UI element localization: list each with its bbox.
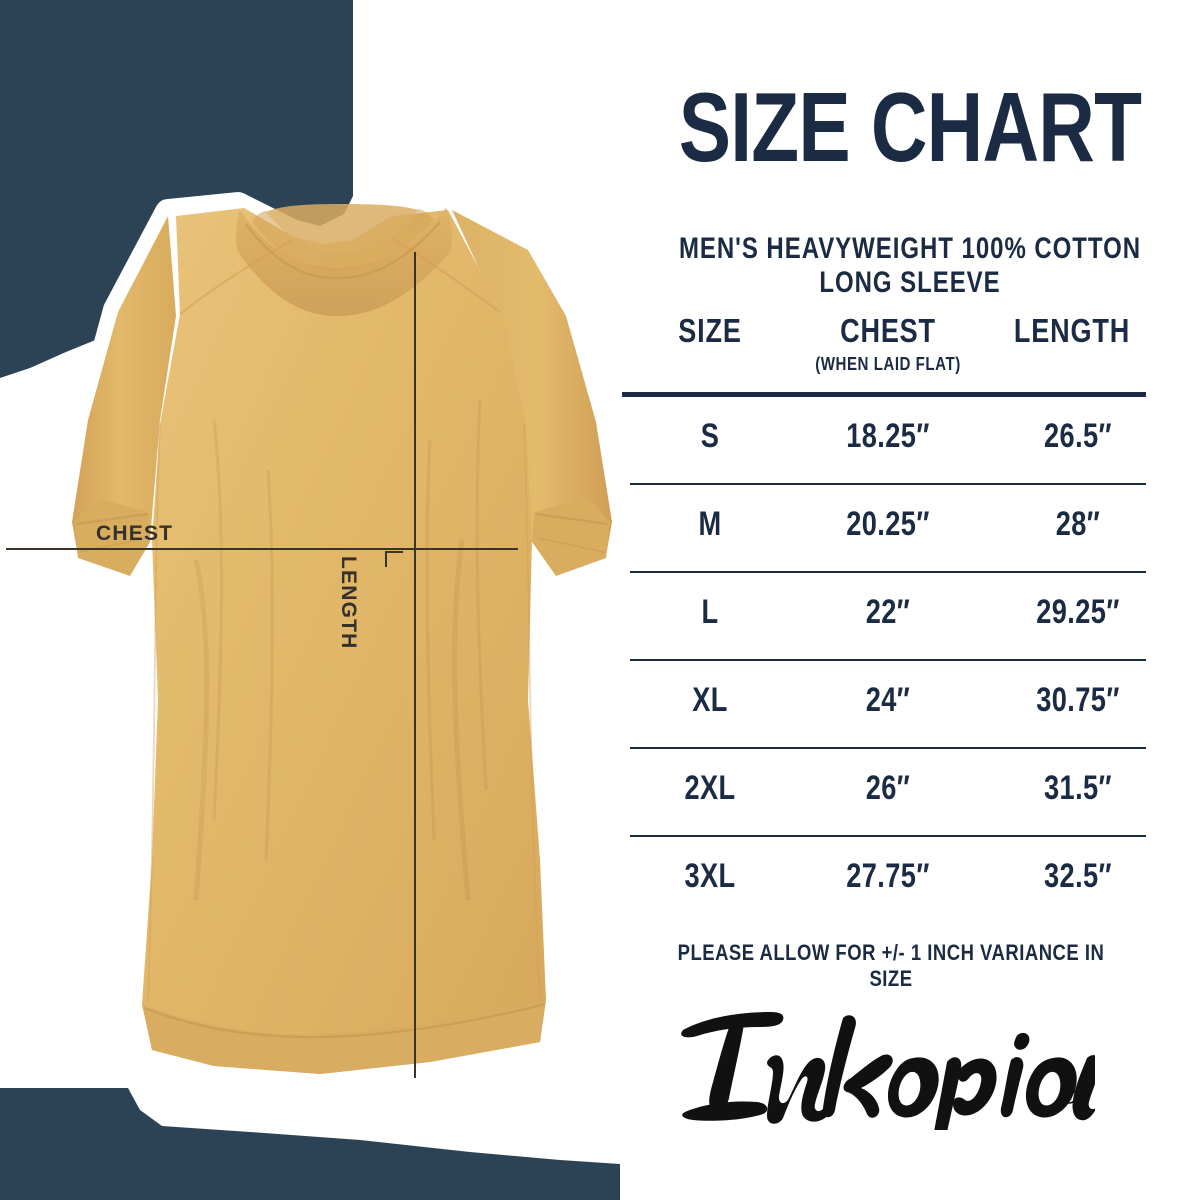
cell-size: M <box>698 505 722 543</box>
cell-chest: 20.25″ <box>846 505 930 543</box>
table-row-divider <box>630 571 1146 573</box>
length-measure-line <box>414 252 416 1078</box>
chest-measure-line <box>6 548 518 550</box>
cell-chest: 26″ <box>865 769 911 807</box>
table-row: S 18.25″ 26.5″ <box>616 397 1162 483</box>
page-title: SIZE CHART <box>678 72 1142 182</box>
column-header-length: LENGTH <box>1013 312 1131 349</box>
cell-length: 30.75″ <box>1036 681 1120 719</box>
size-table: SIZE CHEST LENGTH (WHEN LAID FLAT) S 18.… <box>616 312 1162 923</box>
size-info-panel: SIZE CHART MEN'S HEAVYWEIGHT 100% COTTON… <box>620 0 1200 1200</box>
navy-background-shape <box>0 0 620 1200</box>
table-row-divider <box>630 835 1146 837</box>
column-header-size: SIZE <box>678 312 742 349</box>
cell-size: S <box>700 417 720 455</box>
cell-chest: 18.25″ <box>846 417 930 455</box>
table-row-divider <box>630 747 1146 749</box>
cell-length: 31.5″ <box>1044 769 1112 807</box>
cell-size: 2XL <box>684 769 736 807</box>
table-row: 2XL 26″ 31.5″ <box>616 749 1162 835</box>
table-row: 3XL 27.75″ 32.5″ <box>616 837 1162 923</box>
brand-logo-inkopious: R <box>681 1012 1095 1130</box>
long-sleeve-shirt-illustration <box>72 204 612 1074</box>
page-subtitle: MEN'S HEAVYWEIGHT 100% COTTON LONG SLEEV… <box>678 232 1142 299</box>
table-row: XL 24″ 30.75″ <box>616 661 1162 747</box>
cell-size: XL <box>692 681 728 719</box>
measure-corner-mark <box>385 551 403 567</box>
cell-length: 29.25″ <box>1036 593 1120 631</box>
svg-text:R: R <box>1066 1092 1072 1102</box>
table-header-divider <box>622 392 1146 397</box>
table-row-divider <box>630 483 1146 485</box>
registered-mark-icon: R <box>1061 1088 1077 1104</box>
cell-chest: 24″ <box>865 681 911 719</box>
table-row: L 22″ 29.25″ <box>616 573 1162 659</box>
cell-chest: 27.75″ <box>846 857 930 895</box>
table-row-divider <box>630 659 1146 661</box>
garment-diagram-panel: CHEST LENGTH <box>0 0 620 1200</box>
cell-length: 28″ <box>1055 505 1101 543</box>
cell-size: L <box>701 593 719 631</box>
cell-size: 3XL <box>684 857 736 895</box>
chest-measure-label: CHEST <box>96 522 174 545</box>
variance-note: PLEASE ALLOW FOR +/- 1 INCH VARIANCE IN … <box>677 940 1105 991</box>
cell-length: 26.5″ <box>1044 417 1112 455</box>
cell-chest: 22″ <box>865 593 911 631</box>
table-row: M 20.25″ 28″ <box>616 485 1162 571</box>
length-measure-label: LENGTH <box>337 556 360 650</box>
table-header-row: SIZE CHEST LENGTH (WHEN LAID FLAT) <box>616 312 1162 392</box>
column-header-chest: CHEST <box>840 312 936 349</box>
column-header-chest-subtitle: (WHEN LAID FLAT) <box>815 354 961 374</box>
cell-length: 32.5″ <box>1044 857 1112 895</box>
